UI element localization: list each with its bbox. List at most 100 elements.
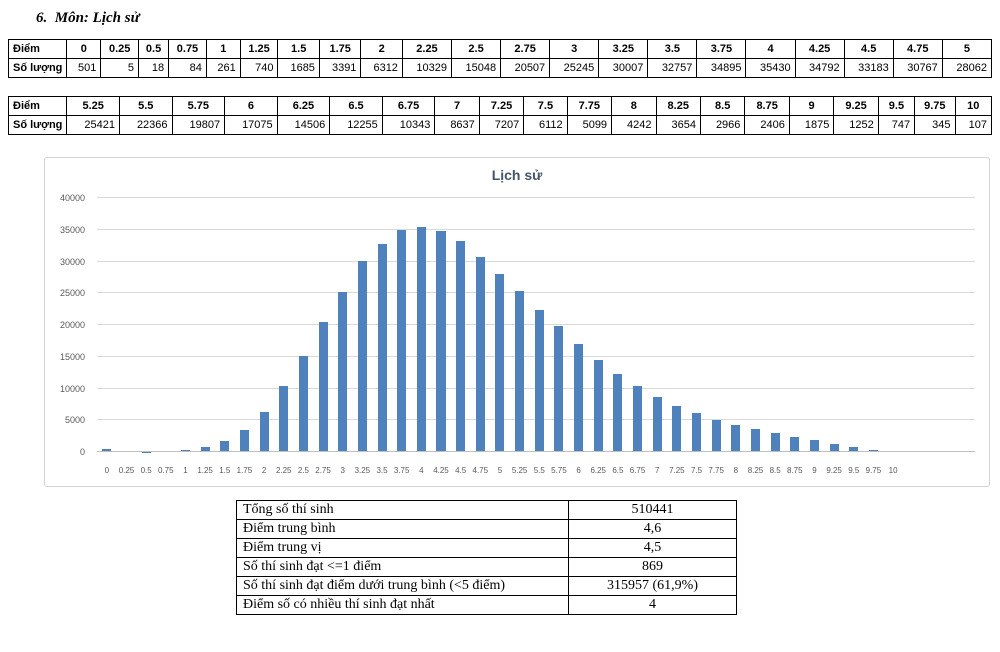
count-cell: 14506 [277,116,330,135]
y-axis-tick-label: 35000 [60,225,85,235]
count-cell: 261 [206,59,240,78]
bar-slot [333,198,353,452]
count-cell: 5099 [567,116,611,135]
bar-slot [274,198,294,452]
count-cell: 20507 [501,59,550,78]
bar-slot [824,198,844,452]
bar [240,430,249,452]
y-axis-tick-label: 25000 [60,288,85,298]
bar-slot [412,198,432,452]
bar [790,437,799,452]
score-cell: 0.25 [101,40,139,59]
summary-value: 869 [569,558,737,577]
x-axis-tick-label: 8 [726,466,746,478]
score-cell: 6.75 [382,97,435,116]
count-cell: 10343 [382,116,435,135]
bar-slot [392,198,412,452]
x-axis-tick-label: 5 [490,466,510,478]
bar [731,425,740,452]
score-cell: 10 [955,97,992,116]
score-cell: 6 [225,97,278,116]
x-axis-tick-label: 3.5 [372,466,392,478]
bar-slot [313,198,333,452]
summary-value: 4,6 [569,520,737,539]
bar-slot [569,198,589,452]
x-axis-tick-label: 7.25 [667,466,687,478]
bar [712,420,721,452]
bar-slot [746,198,766,452]
score-cell: 0.5 [139,40,169,59]
score-cell: 4.5 [844,40,893,59]
count-cell: 501 [67,59,101,78]
count-cell: 28062 [942,59,991,78]
bar [692,413,701,452]
bar-slot [156,198,176,452]
y-axis-tick-label: 5000 [65,415,85,425]
bar [535,310,544,452]
count-cell: 1875 [789,116,833,135]
count-cell: 4242 [612,116,656,135]
count-cell: 17075 [225,116,278,135]
count-cell: 6312 [361,59,403,78]
y-axis-tick-label: 10000 [60,384,85,394]
count-cell: 7207 [479,116,523,135]
bar-slot [588,198,608,452]
summary-label: Số thí sinh đạt điểm dưới trung bình (<5… [237,577,569,596]
bar [319,322,328,452]
bar [633,386,642,452]
bar-slot [549,198,569,452]
count-cell: 5 [101,59,139,78]
bar-slot [136,198,156,452]
x-axis-tick-label: 5.5 [529,466,549,478]
bar [456,241,465,452]
summary-value: 4,5 [569,539,737,558]
score-cell: 1 [206,40,240,59]
bar-slot [372,198,392,452]
bar-slot [608,198,628,452]
x-axis-tick-label: 1.75 [235,466,255,478]
count-cell: 34792 [795,59,844,78]
score-cell: 6.5 [330,97,383,116]
x-axis-tick-label: 6.75 [628,466,648,478]
score-cell: 1.25 [240,40,278,59]
score-cell: 8.5 [700,97,744,116]
bar [260,412,269,452]
bar-slot [844,198,864,452]
bar [554,326,563,452]
x-axis-tick-label: 4 [412,466,432,478]
score-cell: 2.75 [501,40,550,59]
x-axis-tick-label: 2.75 [313,466,333,478]
x-axis-tick-label: 8.5 [765,466,785,478]
count-cell: 25421 [67,116,120,135]
y-axis-tick-label: 40000 [60,193,85,203]
bar-slot [470,198,490,452]
bar [653,397,662,452]
count-cell: 12255 [330,116,383,135]
count-cell: 107 [955,116,992,135]
score-cell: 1.5 [278,40,320,59]
score-cell: 0.75 [169,40,207,59]
x-axis-tick-label: 3.75 [392,466,412,478]
bar-slot [510,198,530,452]
score-cell: 5.5 [119,97,172,116]
bar [378,244,387,452]
x-axis-tick-label: 5.25 [510,466,530,478]
summary-value: 4 [569,596,737,615]
count-row-label: Số lượng [9,59,67,78]
bar [495,274,504,452]
x-axis-tick-label: 2 [254,466,274,478]
count-cell: 25245 [550,59,599,78]
x-axis-tick-label: 4.25 [431,466,451,478]
bar [476,257,485,452]
score-cell: 2 [361,40,403,59]
x-axis-tick-label: 1.5 [215,466,235,478]
score-cell: 7.5 [524,97,567,116]
bar-slot [254,198,274,452]
count-cell: 3391 [319,59,361,78]
x-axis-line [97,451,975,452]
x-axis-tick-label: 9.75 [864,466,884,478]
